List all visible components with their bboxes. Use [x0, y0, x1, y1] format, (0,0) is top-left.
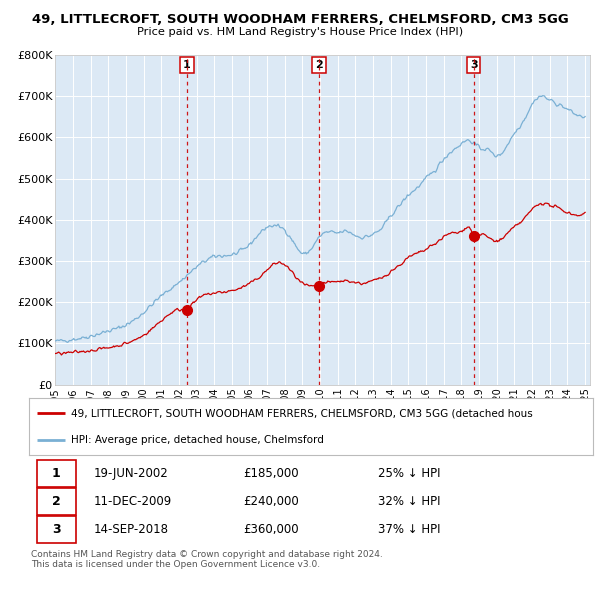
FancyBboxPatch shape — [37, 489, 76, 514]
FancyBboxPatch shape — [37, 516, 76, 543]
Text: 19-JUN-2002: 19-JUN-2002 — [94, 467, 169, 480]
Text: 37% ↓ HPI: 37% ↓ HPI — [379, 523, 441, 536]
Text: 14-SEP-2018: 14-SEP-2018 — [94, 523, 169, 536]
Text: £360,000: £360,000 — [243, 523, 299, 536]
Text: £240,000: £240,000 — [243, 495, 299, 508]
FancyBboxPatch shape — [37, 460, 76, 487]
Text: 49, LITTLECROFT, SOUTH WOODHAM FERRERS, CHELMSFORD, CM3 5GG: 49, LITTLECROFT, SOUTH WOODHAM FERRERS, … — [32, 13, 568, 26]
Text: Price paid vs. HM Land Registry's House Price Index (HPI): Price paid vs. HM Land Registry's House … — [137, 27, 463, 37]
Text: 2: 2 — [315, 60, 323, 70]
Text: 49, LITTLECROFT, SOUTH WOODHAM FERRERS, CHELMSFORD, CM3 5GG (detached hous: 49, LITTLECROFT, SOUTH WOODHAM FERRERS, … — [71, 408, 533, 418]
Text: 3: 3 — [52, 523, 61, 536]
Text: £185,000: £185,000 — [243, 467, 299, 480]
Text: 3: 3 — [470, 60, 478, 70]
Text: 1: 1 — [52, 467, 61, 480]
Text: 32% ↓ HPI: 32% ↓ HPI — [379, 495, 441, 508]
Text: 2: 2 — [52, 495, 61, 508]
Text: 1: 1 — [183, 60, 191, 70]
Text: Contains HM Land Registry data © Crown copyright and database right 2024.
This d: Contains HM Land Registry data © Crown c… — [31, 550, 383, 569]
Text: 11-DEC-2009: 11-DEC-2009 — [94, 495, 172, 508]
Text: 25% ↓ HPI: 25% ↓ HPI — [379, 467, 441, 480]
Text: HPI: Average price, detached house, Chelmsford: HPI: Average price, detached house, Chel… — [71, 435, 324, 445]
